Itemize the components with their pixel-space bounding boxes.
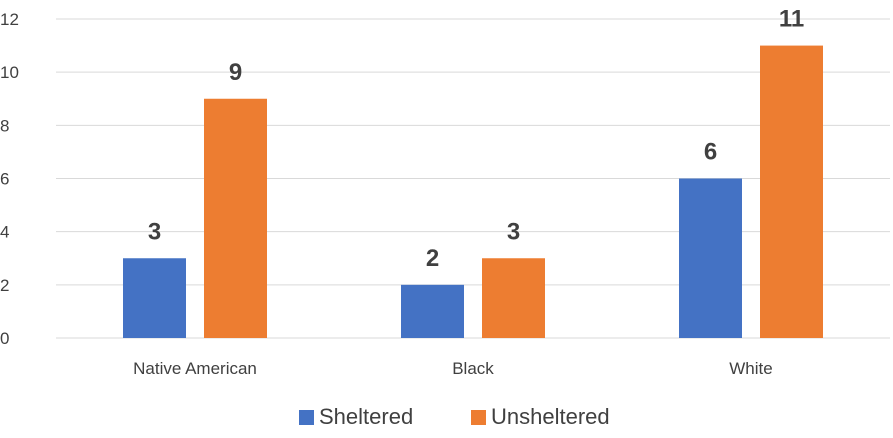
legend-label-sheltered: Sheltered	[319, 404, 413, 429]
bar-unsheltered-black	[482, 258, 545, 338]
x-category-label: Black	[452, 359, 494, 378]
y-tick-label: 4	[0, 223, 9, 242]
y-axis-tick-labels: 0 2 4 6 8 10 12	[0, 10, 19, 348]
bar-sheltered-white	[679, 178, 742, 338]
data-label: 9	[229, 59, 242, 86]
gridlines	[56, 18, 890, 339]
data-label: 2	[426, 245, 439, 272]
y-tick-label: 2	[0, 276, 9, 295]
data-labels: 3 9 2 3 6 11	[148, 6, 804, 272]
bar-sheltered-native-american	[123, 258, 186, 338]
y-tick-label: 12	[0, 10, 19, 29]
y-tick-label: 8	[0, 116, 9, 135]
data-label: 6	[704, 139, 717, 166]
x-category-label: White	[729, 359, 772, 378]
legend: Sheltered Unsheltered	[299, 404, 610, 429]
bar-unsheltered-native-american	[204, 98, 267, 338]
data-label: 3	[148, 218, 161, 245]
x-category-label: Native American	[133, 359, 257, 378]
y-tick-label: 0	[0, 329, 9, 348]
x-axis-category-labels: Native American Black White	[133, 359, 773, 378]
bar-unsheltered-white	[760, 45, 823, 338]
y-tick-label: 6	[0, 170, 9, 189]
data-label: 3	[507, 218, 520, 245]
bars	[123, 45, 823, 338]
legend-swatch-sheltered	[299, 410, 314, 425]
y-tick-label: 10	[0, 63, 19, 82]
legend-label-unsheltered: Unsheltered	[491, 404, 610, 429]
legend-swatch-unsheltered	[471, 410, 486, 425]
bar-sheltered-black	[401, 284, 464, 338]
data-label: 11	[779, 6, 804, 33]
